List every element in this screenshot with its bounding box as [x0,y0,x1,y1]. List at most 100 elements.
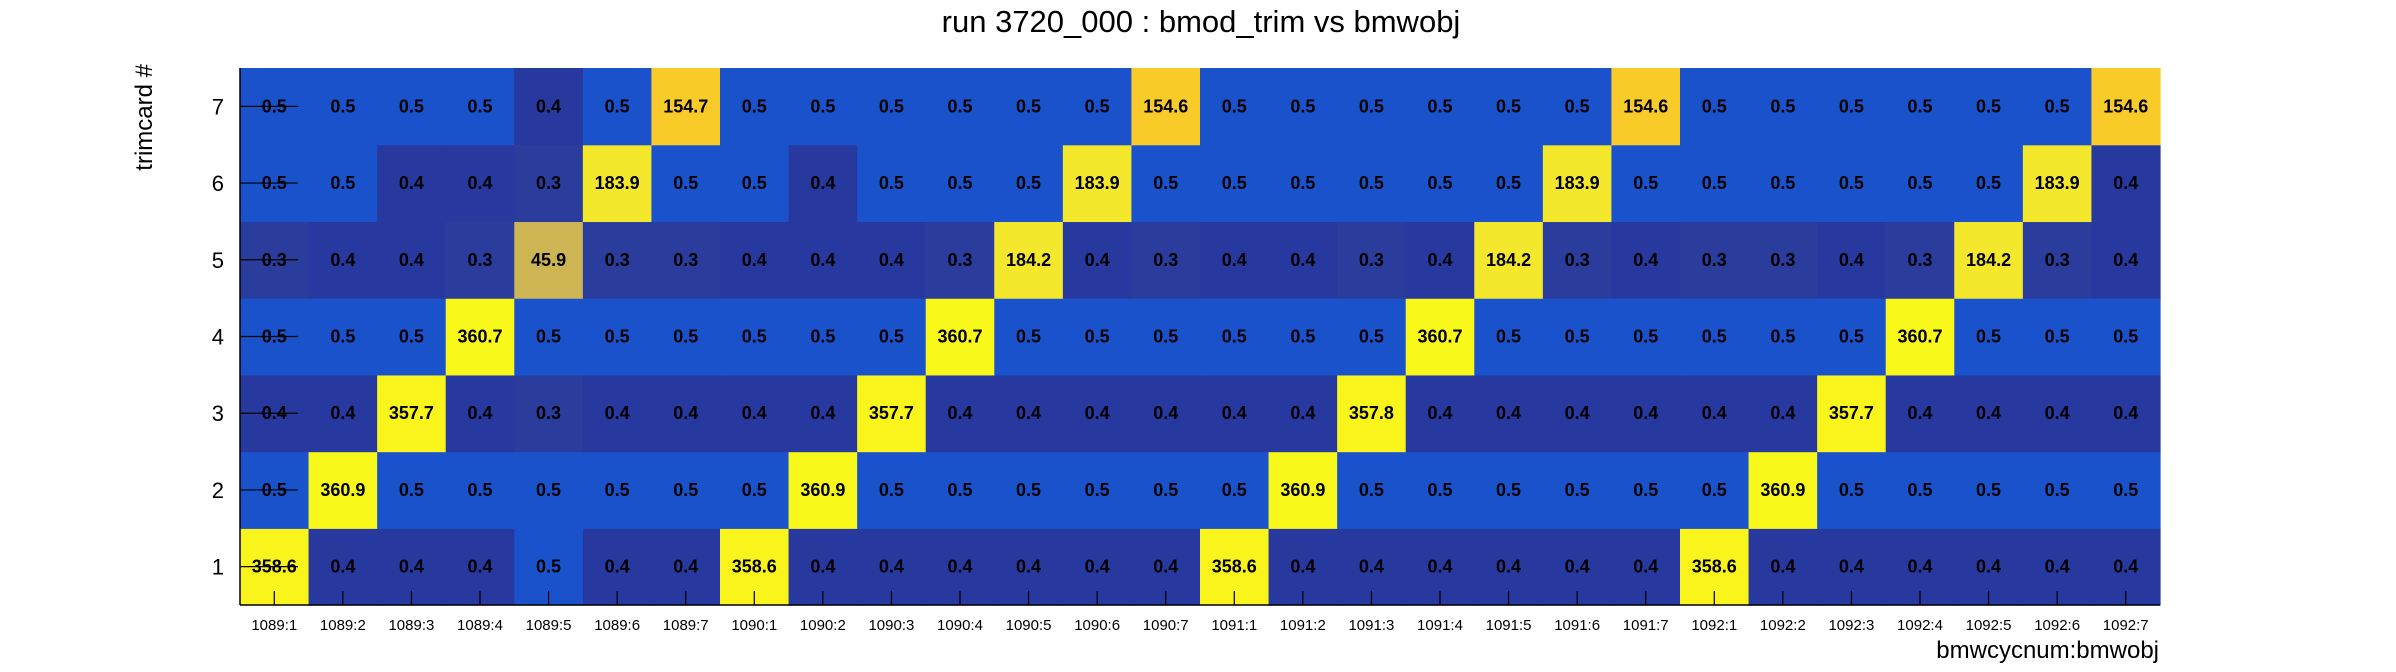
cell-value-label: 0.5 [673,173,698,193]
cell-value-label: 0.5 [1427,480,1452,500]
cell-value-label: 0.4 [1976,557,2001,577]
cell-value-label: 0.5 [1016,173,1041,193]
heatmap-cell [1200,68,1270,146]
cell-value-label: 0.5 [1359,480,1384,500]
x-tick-label: 1089:3 [388,617,434,634]
heatmap-cell [1954,221,2024,299]
heatmap-cell [1268,298,1338,376]
cell-value-label: 0.4 [330,557,355,577]
cell-value-label: 0.4 [1907,403,1932,423]
cell-value-label: 0.5 [1565,327,1590,347]
heatmap-cell [445,451,515,529]
heatmap-cell [1337,221,1407,299]
heatmap-cell [377,144,447,223]
heatmap-cell [857,451,927,529]
heatmap-cell [651,144,721,223]
heatmap-cell [1268,68,1338,146]
heatmap-cell [1474,221,1544,299]
heatmap-cell [2022,221,2093,299]
cell-value-label: 0.5 [673,327,698,347]
x-tick-label: 1090:1 [731,617,777,634]
heatmap-cell [1200,221,1270,299]
cell-value-label: 0.5 [1222,96,1247,116]
heatmap-cell [1817,451,1887,529]
cell-value-label: 357.7 [1829,403,1874,423]
cell-value-label: 0.5 [1427,96,1452,116]
heatmap-cell [2091,221,2161,299]
heatmap-cell [445,298,515,376]
cell-value-label: 184.2 [1966,250,2011,270]
cell-value-label: 0.4 [399,250,424,270]
x-tick-label: 1089:1 [251,617,297,634]
y-tick-label: 6 [212,171,224,196]
cell-value-label: 0.5 [2045,96,2070,116]
heatmap-cell [1885,298,1955,376]
cell-value-label: 0.5 [2113,480,2138,500]
cell-value-label: 0.5 [536,557,561,577]
cell-value-label: 0.5 [1976,96,2001,116]
cell-value-label: 0.4 [810,403,835,423]
cell-value-label: 0.3 [1702,250,1727,270]
cell-value-label: 0.5 [1976,173,2001,193]
heatmap-cell [857,374,927,453]
heatmap-cell [788,451,858,529]
cell-value-label: 0.4 [467,557,492,577]
x-tick-label: 1091:6 [1554,617,1600,634]
heatmap-cell [1954,298,2024,376]
heatmap-cell [925,144,995,223]
cell-value-label: 184.2 [1006,250,1051,270]
heatmap-cell [1062,298,1133,376]
heatmap-cell [1885,221,1955,299]
cell-value-label: 0.4 [1153,557,1178,577]
cell-value-label: 0.4 [810,173,835,193]
cell-value-label: 183.9 [1075,173,1120,193]
x-tick-label: 1089:5 [526,617,572,634]
heatmap-cell [1542,144,1613,223]
heatmap-cell [1474,374,1544,453]
heatmap-cell-labels: 358.6 0.4 0.4 0.4 0.5 0.4 0.4 358.6 0.4 0.4 0.4 0.4… [252,96,2148,576]
cell-value-label: 0.4 [2113,557,2138,577]
heatmap-cell [2022,68,2093,146]
cell-value-label: 0.4 [1222,403,1247,423]
cell-value-label: 0.4 [2045,403,2070,423]
cell-value-label: 0.4 [536,96,561,116]
heatmap-cell [1131,221,1201,299]
cell-value-label: 0.5 [1770,327,1795,347]
heatmap-cell [1337,144,1407,223]
cell-value-label: 0.5 [1153,173,1178,193]
cell-value-label: 0.4 [1427,403,1452,423]
cell-value-label: 184.2 [1486,250,1531,270]
cell-value-label: 360.7 [1897,327,1942,347]
cell-value-label: 0.5 [536,480,561,500]
heatmap-cell [1680,374,1750,453]
heatmap-cell [1954,68,2024,146]
heatmap-cell [1680,221,1750,299]
cell-value-label: 0.5 [1633,327,1658,347]
x-tick-label: 1092:6 [2034,617,2080,634]
heatmap-cell [2022,298,2093,376]
cell-value-label: 0.4 [1839,250,1864,270]
heatmap-cell [1200,144,1270,223]
cell-value-label: 0.3 [1907,250,1932,270]
heatmap-cell [308,221,378,299]
heatmap-cell [1748,144,1818,223]
cell-value-label: 0.5 [1016,96,1041,116]
cell-value-label: 0.4 [1633,250,1658,270]
heatmap-cell [651,68,721,146]
heatmap-cell [2091,451,2161,529]
heatmap-cell [1474,298,1544,376]
heatmap-cell [377,68,447,146]
cell-value-label: 0.4 [879,557,904,577]
heatmap-cell [651,374,721,453]
x-tick-label: 1092:4 [1897,617,1943,634]
heatmap-cell [1474,68,1544,146]
cell-value-label: 0.5 [1839,96,1864,116]
cell-value-label: 0.4 [330,250,355,270]
heatmap-cell [1131,298,1201,376]
cell-value-label: 0.5 [2113,327,2138,347]
heatmap-cell [1131,144,1201,223]
cell-value-label: 0.3 [1565,250,1590,270]
heatmap-cell [377,374,447,453]
cell-value-label: 0.5 [947,173,972,193]
